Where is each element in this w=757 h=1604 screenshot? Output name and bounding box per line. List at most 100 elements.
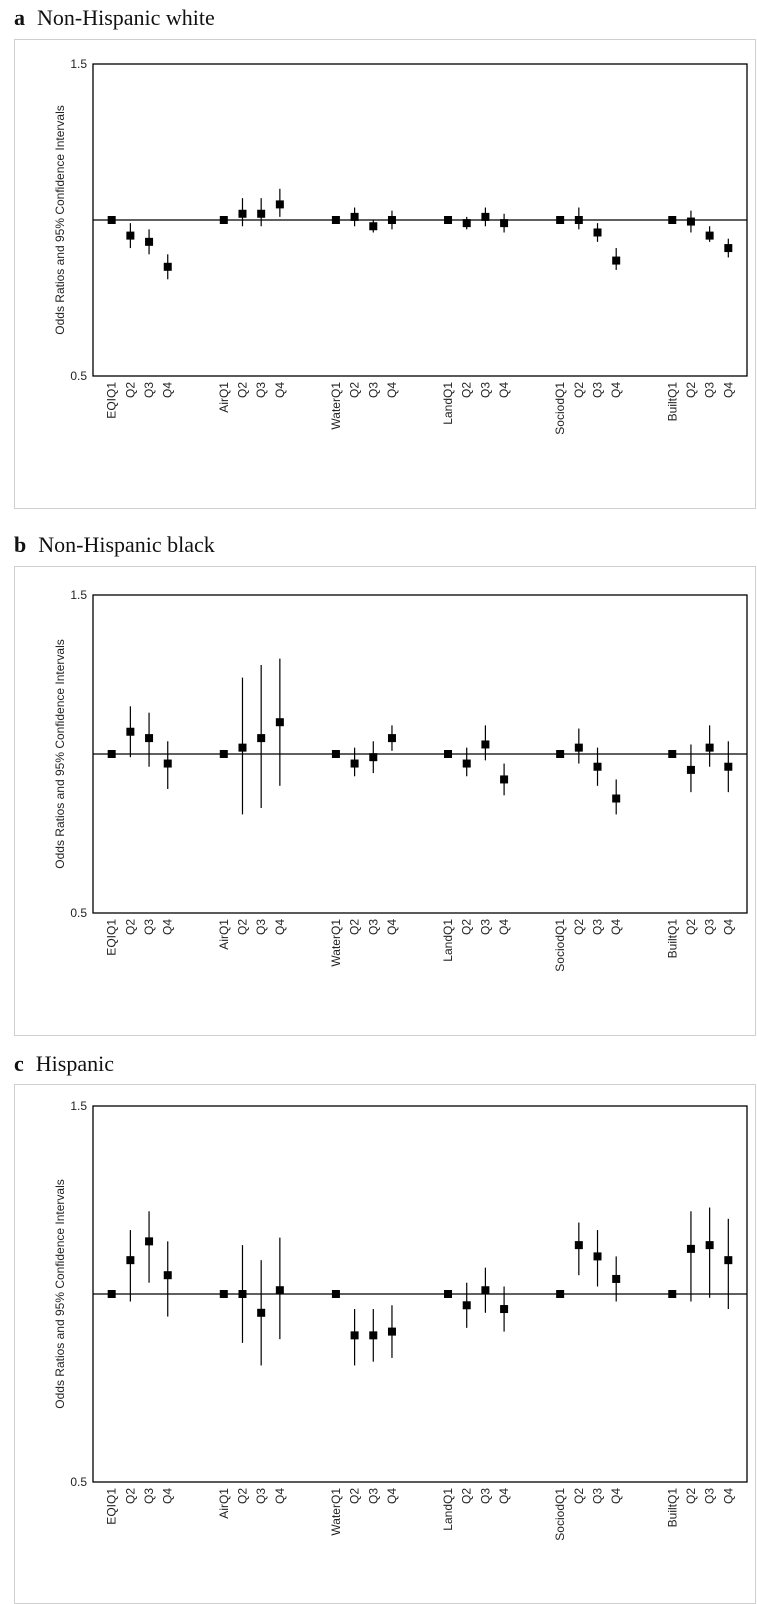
chart-a-xtick-label: Q2 (460, 382, 474, 398)
chart-c-xtick-label: WaterQ1 (329, 1488, 343, 1536)
chart-b-point (219, 750, 228, 758)
chart-c-xtick-label: Q2 (460, 1488, 474, 1504)
chart-a-point (686, 217, 695, 226)
chart-b-point (593, 762, 602, 771)
chart-b-xtick-label: WaterQ1 (329, 919, 343, 967)
panel-b-letter: b (14, 532, 27, 557)
chart-a-point (387, 216, 396, 224)
chart-b-point (574, 743, 583, 752)
chart-b-xtick-label: Q2 (235, 919, 249, 935)
chart-c-point (145, 1237, 154, 1246)
chart-c-point (481, 1286, 490, 1295)
chart-c-y-axis-label: Odds Ratios and 95% Confidence Intervals (53, 1179, 67, 1408)
chart-a-xtick-label: Q3 (591, 382, 605, 398)
chart-b-point (145, 734, 154, 743)
chart-a-point (126, 231, 135, 240)
chart-a-point (444, 216, 453, 224)
chart-c-xtick-label: Q4 (161, 1488, 175, 1504)
chart-b-xtick-label: Q4 (497, 919, 511, 935)
chart-b-point (444, 750, 453, 758)
chart-c-point (574, 1241, 583, 1250)
chart-b-xtick-label: Q2 (572, 919, 586, 935)
chart-a-xtick-label: Q2 (572, 382, 586, 398)
chart-a-point (238, 209, 247, 218)
chart-a-xtick-label: EQIQ1 (105, 382, 119, 419)
chart-a-xtick-label: Q4 (273, 382, 287, 398)
chart-c-point (219, 1290, 228, 1298)
chart-b-xtick-label: EQIQ1 (105, 919, 119, 956)
chart-b-point (481, 740, 490, 749)
chart-b-point (612, 794, 621, 803)
chart-c-xtick-label: Q4 (497, 1488, 511, 1504)
chart-c-point (705, 1241, 714, 1250)
chart-a-y-axis-label: Odds Ratios and 95% Confidence Intervals (53, 105, 67, 334)
chart-c-ytick-label: 0.5 (70, 1475, 87, 1489)
chart-a-point (574, 216, 583, 224)
chart-c-xtick-label: Q4 (273, 1488, 287, 1504)
chart-c-point (257, 1308, 266, 1317)
chart-c-point (238, 1290, 247, 1298)
panel-a-letter: a (14, 5, 25, 30)
chart-c-point (556, 1290, 565, 1298)
chart-b-point (724, 762, 733, 771)
chart-b-xtick-label: LandQ1 (441, 919, 455, 962)
chart-b-xtick-label: Q4 (721, 919, 735, 935)
chart-c-xtick-label: Q2 (348, 1488, 362, 1504)
chart-a-xtick-label: Q3 (254, 382, 268, 398)
chart-b-point (500, 775, 509, 784)
chart-a-xtick-label: Q4 (609, 382, 623, 398)
chart-a-xtick-label: Q4 (385, 382, 399, 398)
chart-c-xtick-label: Q3 (591, 1488, 605, 1504)
chart-a-xtick-label: BuiltQ1 (665, 382, 679, 422)
chart-a-point (275, 200, 284, 209)
chart-b-point (705, 743, 714, 752)
chart-c-point (444, 1290, 453, 1298)
chart-c-point (500, 1305, 509, 1314)
chart-b-xtick-label: Q3 (142, 919, 156, 935)
chart-a-point (500, 219, 509, 228)
chart-c-xtick-label: Q4 (385, 1488, 399, 1504)
chart-a-xtick-label: LandQ1 (441, 382, 455, 425)
chart-b-point (257, 734, 266, 743)
chart-a-ytick-label: 0.5 (70, 369, 87, 383)
chart-a-xtick-label: Q2 (348, 382, 362, 398)
chart-c-xtick-label: Q2 (235, 1488, 249, 1504)
chart-b-point (462, 759, 471, 768)
chart-c: 1.5 0.5 Odds Ratios and 95% Confidence Int… (14, 1084, 756, 1604)
chart-c-xtick-label: SociodQ1 (553, 1488, 567, 1541)
chart-c-point (331, 1290, 340, 1298)
chart-b-xtick-label: Q4 (273, 919, 287, 935)
chart-b-point (331, 750, 340, 758)
chart-c-point (107, 1290, 116, 1298)
chart-c-xtick-label: Q2 (123, 1488, 137, 1504)
chart-b-point (369, 753, 378, 762)
chart-b-xtick-label: Q3 (703, 919, 717, 935)
chart-a-xtick-label: Q4 (721, 382, 735, 398)
chart-a-point (481, 212, 490, 221)
chart-b-point (350, 759, 359, 768)
chart-b-xtick-label: Q4 (161, 919, 175, 935)
chart-c-outer-frame (14, 1084, 756, 1604)
panel-a-title: a Non-Hispanic white (14, 5, 215, 31)
chart-b-xtick-label: Q2 (684, 919, 698, 935)
chart-c-point (275, 1286, 284, 1295)
chart-b-point (163, 759, 172, 768)
chart-a-point (724, 244, 733, 253)
chart-c-point (126, 1256, 135, 1265)
chart-b-ytick-label: 1.5 (70, 588, 87, 602)
chart-a-point (462, 219, 471, 228)
chart-b-xtick-label: Q3 (366, 919, 380, 935)
chart-a-ytick-label: 1.5 (70, 57, 87, 71)
panel-b-title: b Non-Hispanic black (14, 532, 215, 558)
chart-a-point (145, 237, 154, 246)
chart-c-xtick-label: Q2 (572, 1488, 586, 1504)
chart-b-xtick-label: Q3 (478, 919, 492, 935)
chart-a-point (219, 216, 228, 224)
chart-c-point (350, 1331, 359, 1340)
chart-a-xtick-label: AirQ1 (217, 382, 231, 413)
chart-a-xtick-label: Q3 (703, 382, 717, 398)
chart-c-xtick-label: EQIQ1 (105, 1488, 119, 1525)
chart-a-point (593, 228, 602, 237)
chart-c-point (387, 1327, 396, 1336)
chart-b-xtick-label: BuiltQ1 (665, 919, 679, 959)
